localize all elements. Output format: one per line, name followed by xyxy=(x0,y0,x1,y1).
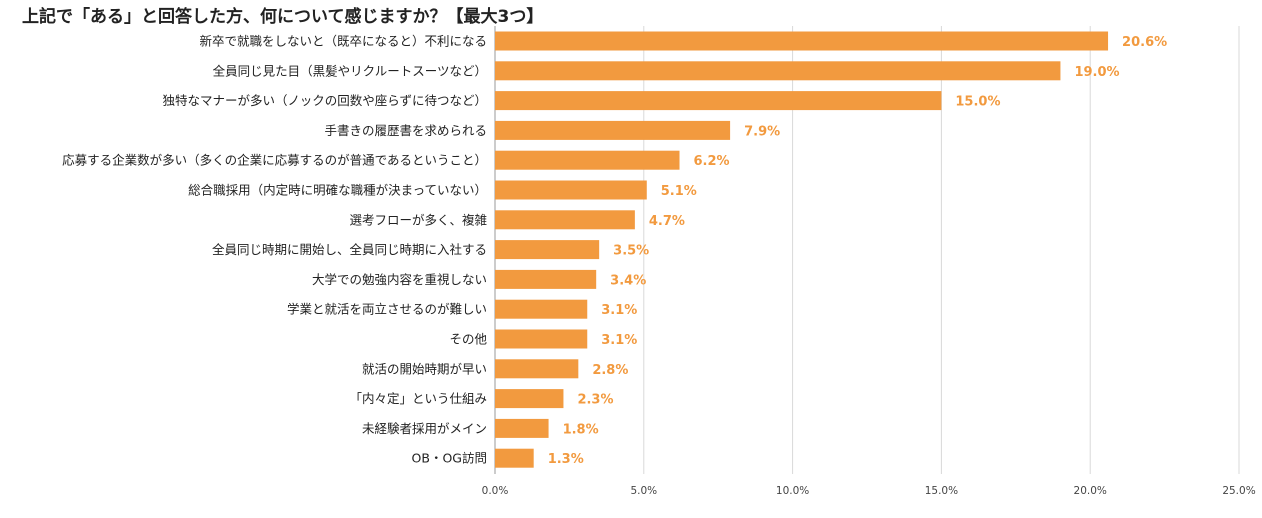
value-label: 1.8% xyxy=(563,422,599,437)
bar xyxy=(495,180,647,200)
x-tick-label: 0.0% xyxy=(482,485,509,497)
category-label: 総合職採用（内定時に明確な職種が決まっていない） xyxy=(188,183,487,198)
category-label: 就活の開始時期が早い xyxy=(362,361,487,376)
category-label: 「内々定」という仕組み xyxy=(349,391,487,406)
value-label: 19.0% xyxy=(1074,65,1119,80)
value-label: 5.1% xyxy=(661,184,697,199)
category-label: その他 xyxy=(449,332,487,347)
x-tick-label: 25.0% xyxy=(1222,485,1255,497)
bar xyxy=(495,91,942,111)
value-label: 4.7% xyxy=(649,214,685,229)
value-label: 2.8% xyxy=(592,363,628,378)
value-label: 1.3% xyxy=(548,452,584,467)
bar xyxy=(495,418,549,438)
bar xyxy=(495,240,600,260)
bar xyxy=(495,389,564,409)
bar xyxy=(495,329,588,349)
value-label: 20.6% xyxy=(1122,35,1167,50)
category-label: 大学での勉強内容を重視しない xyxy=(312,272,487,287)
bar xyxy=(495,210,635,230)
value-label: 15.0% xyxy=(955,95,1000,110)
bar xyxy=(495,31,1109,51)
value-label: 3.5% xyxy=(613,244,649,259)
category-label: 新卒で就職をしないと（既卒になると）不利になる xyxy=(199,34,487,49)
x-tick-label: 20.0% xyxy=(1074,485,1107,497)
category-label: 学業と就活を両立させるのが難しい xyxy=(287,302,487,317)
value-label: 2.3% xyxy=(577,393,613,408)
category-label: 選考フローが多く、複雑 xyxy=(349,212,487,227)
value-label: 6.2% xyxy=(694,154,730,169)
bar xyxy=(495,299,588,319)
chart-title: 上記で「ある」と回答した方、何について感じますか？【最大3つ】 xyxy=(22,7,544,27)
category-label: 独特なマナーが多い（ノックの回数や座らずに待つなど） xyxy=(162,93,487,108)
category-label: OB・OG訪問 xyxy=(412,451,487,466)
category-label: 手書きの履歴書を求められる xyxy=(324,123,487,138)
bar xyxy=(495,61,1061,81)
bar xyxy=(495,269,597,289)
bar xyxy=(495,359,579,379)
value-label: 7.9% xyxy=(744,124,780,139)
category-label: 全員同じ時期に開始し、全員同じ時期に入社する xyxy=(212,242,487,257)
value-label: 3.1% xyxy=(601,303,637,318)
bar xyxy=(495,120,731,140)
x-tick-label: 15.0% xyxy=(925,485,958,497)
bar xyxy=(495,448,534,468)
x-tick-label: 10.0% xyxy=(776,485,809,497)
bar xyxy=(495,150,680,170)
category-label: 全員同じ見た目（黒髪やリクルートスーツなど） xyxy=(213,63,487,78)
category-label: 未経験者採用がメイン xyxy=(362,421,487,436)
category-label: 応募する企業数が多い（多くの企業に応募するのが普通であるということ） xyxy=(62,153,487,168)
x-tick-label: 5.0% xyxy=(630,485,657,497)
value-label: 3.1% xyxy=(601,333,637,348)
value-label: 3.4% xyxy=(610,273,646,288)
